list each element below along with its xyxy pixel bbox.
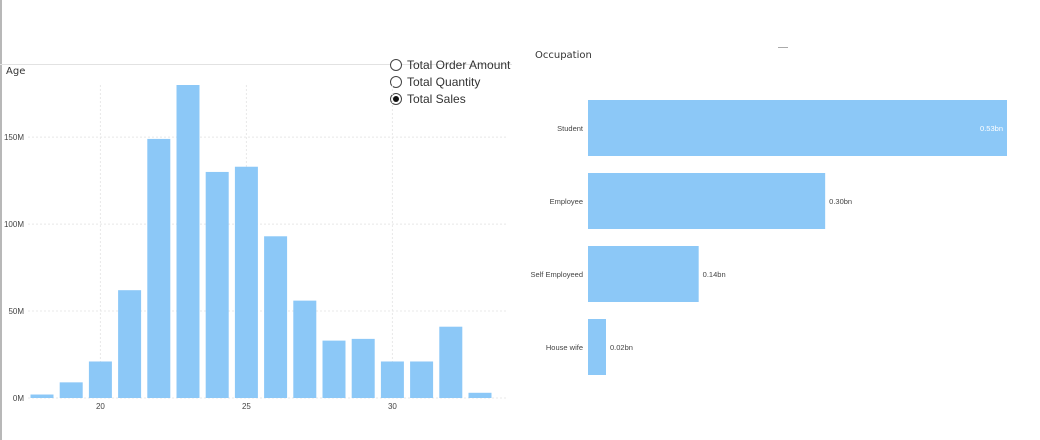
radio-button-icon[interactable] — [390, 75, 402, 88]
age-bar[interactable] — [59, 382, 83, 398]
x-tick-label: 20 — [96, 402, 105, 411]
occupation-chart-title: Occupation — [535, 50, 592, 61]
age-bar[interactable] — [439, 326, 463, 398]
age-bar[interactable] — [234, 166, 258, 398]
radio-button-icon[interactable] — [390, 58, 402, 71]
category-label: Self Employeed — [530, 270, 583, 279]
age-bar[interactable] — [380, 361, 404, 398]
left-border — [0, 0, 2, 440]
slicer-option-total-quantity[interactable]: Total Quantity — [390, 73, 510, 90]
data-label: 0.30bn — [829, 197, 852, 206]
age-bar[interactable] — [351, 338, 375, 398]
y-tick-label: 50M — [8, 307, 24, 316]
slicer-option-label: Total Sales — [407, 91, 466, 106]
age-bar[interactable] — [322, 340, 346, 398]
age-bar[interactable] — [30, 394, 54, 398]
age-bar-chart[interactable]: 0M 50M 100M 150M 20 25 30 — [0, 0, 520, 440]
top-dots-left — [34, 52, 494, 53]
age-bar[interactable] — [88, 361, 112, 398]
y-tick-label: 100M — [4, 220, 24, 229]
slicer-option-total-order-amount[interactable]: Total Order Amount — [390, 56, 510, 73]
category-label: House wife — [546, 343, 583, 352]
occupation-bar[interactable] — [588, 173, 826, 229]
slicer-option-label: Total Quantity — [407, 74, 481, 89]
data-label: 0.02bn — [610, 343, 633, 352]
category-label: Employee — [550, 197, 583, 206]
age-visual-border — [0, 64, 512, 65]
radio-button-selected-icon[interactable] — [390, 92, 402, 105]
occupation-bar[interactable] — [588, 246, 699, 302]
category-label: Student — [557, 124, 584, 133]
data-label: 0.14bn — [703, 270, 726, 279]
age-bar[interactable] — [118, 290, 142, 398]
age-bar[interactable] — [147, 138, 171, 398]
x-tick-label: 25 — [242, 402, 251, 411]
slicer-option-label: Total Order Amount — [407, 57, 511, 72]
age-bar[interactable] — [468, 392, 492, 398]
y-tick-label: 150M — [4, 133, 24, 142]
occupation-bar[interactable] — [588, 319, 606, 375]
data-label: 0.53bn — [980, 124, 1003, 133]
measure-slicer: Total Order Amount Total Quantity Total … — [390, 56, 510, 107]
bottom-dots-left — [34, 417, 494, 418]
slicer-option-total-sales[interactable]: Total Sales — [390, 90, 510, 107]
y-tick-label: 0M — [13, 394, 24, 403]
occupation-bar[interactable] — [588, 100, 1007, 156]
age-bar[interactable] — [176, 85, 200, 398]
age-bar[interactable] — [205, 171, 229, 398]
age-bar[interactable] — [410, 361, 434, 398]
age-chart-title: Age — [6, 66, 26, 77]
occupation-bar-chart[interactable]: Student 0.53bn Employee 0.30bn Self Employee… — [520, 0, 1040, 440]
age-bar[interactable] — [264, 236, 288, 398]
age-bar[interactable] — [293, 300, 317, 398]
occupation-grip[interactable] — [778, 47, 788, 48]
x-tick-label: 30 — [388, 402, 397, 411]
